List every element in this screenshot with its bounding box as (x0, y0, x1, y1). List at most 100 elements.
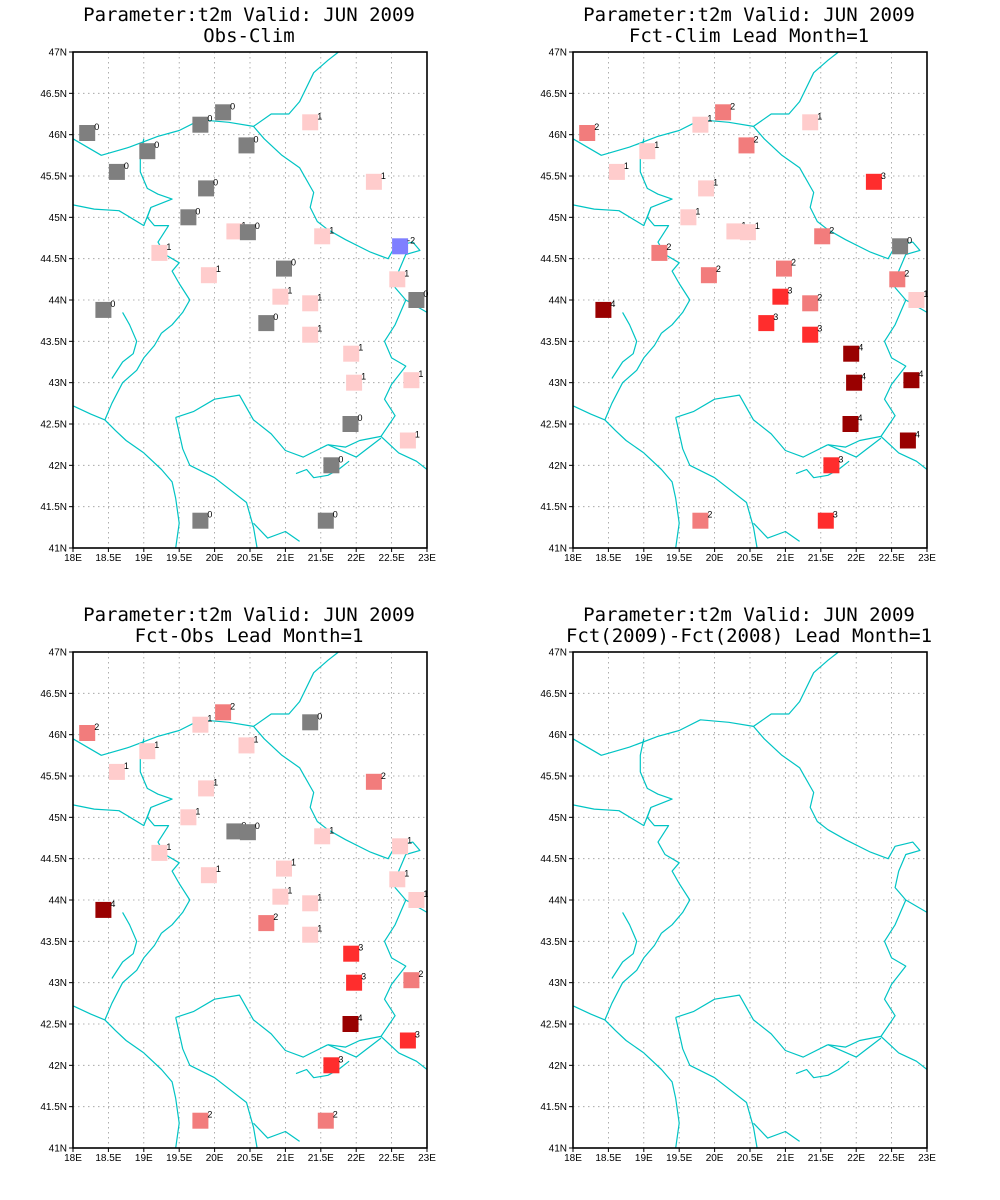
station-value-label: 2 (707, 510, 712, 520)
x-tick-label: 18E (64, 553, 82, 564)
station-value-label: 1 (317, 292, 322, 302)
station-value-label: 1 (216, 264, 221, 274)
station-square (276, 260, 292, 277)
station-square (276, 860, 292, 877)
border-line (104, 332, 163, 421)
station-square (715, 104, 732, 121)
y-tick-label: 45.5N (40, 772, 67, 783)
x-tick-label: 19.5E (666, 1153, 692, 1164)
station-value-label: 1 (154, 740, 159, 750)
map-panel-fct-obs: Parameter:t2m Valid: JUN 2009 Fct-Obs Le… (0, 600, 500, 1200)
x-tick-label: 23E (418, 553, 436, 564)
y-tick-label: 46.5N (40, 89, 67, 100)
station-square (698, 180, 715, 197)
y-tick-label: 46N (49, 130, 67, 141)
border-line (880, 1035, 928, 1070)
border-line (675, 417, 758, 549)
station-value-label: 1 (166, 842, 171, 852)
station-square (258, 915, 275, 932)
map-area: 18E 18.5E 19E 19.5E 20E 20.5E 21E 21.5E 22E 22.5E… (40, 648, 436, 1165)
station-square (802, 326, 819, 343)
station-square (302, 295, 319, 312)
border-line (327, 1037, 382, 1058)
border-line (72, 804, 152, 827)
station-value-label: 2 (230, 701, 235, 711)
station-value-label: 4 (610, 299, 615, 309)
map-panel-fct-clim: Parameter:t2m Valid: JUN 2009 Fct-Clim L… (500, 0, 1000, 600)
station-square (238, 137, 255, 154)
station-square (389, 871, 406, 888)
station-value-label: 2 (94, 722, 99, 732)
y-tick-label: 47N (49, 48, 67, 59)
border-line (175, 394, 329, 458)
y-tick-label: 45.5N (540, 172, 567, 183)
y-tick-label: 44.5N (40, 254, 67, 265)
border-line (827, 899, 907, 1048)
border-line (753, 1122, 800, 1142)
x-tick-label: 18E (564, 553, 582, 564)
station-value-label: 3 (415, 1030, 420, 1040)
station-square (108, 163, 125, 180)
station-square (889, 271, 906, 288)
station-value-label: 2 (829, 225, 834, 235)
station-value-label: 0 (907, 235, 912, 245)
y-tick-label: 43.5N (40, 937, 67, 948)
station-value-label: 2 (594, 122, 599, 132)
station-square (365, 773, 382, 790)
station-value-label: 1 (329, 825, 334, 835)
station-square (198, 180, 215, 197)
y-tick-label: 41N (49, 1144, 67, 1155)
station-value-label: 3 (773, 312, 778, 322)
station-value-label: 1 (317, 111, 322, 121)
x-tick-label: 20.5E (737, 553, 763, 564)
station-square (608, 163, 625, 180)
y-tick-label: 43N (549, 978, 567, 989)
station-square (346, 374, 363, 391)
y-tick-label: 43.5N (540, 937, 567, 948)
station-value-label: 2 (817, 292, 822, 302)
border-line (72, 51, 339, 156)
station-value-label: 4 (858, 413, 863, 423)
station-square (200, 867, 217, 884)
y-tick-label: 41.5N (540, 1102, 567, 1113)
y-tick-label: 47N (49, 648, 67, 659)
station-value-label: 1 (695, 206, 700, 216)
station-value-label: 4 (918, 369, 923, 379)
y-tick-label: 41.5N (40, 1102, 67, 1113)
station-value-label: 0 (291, 258, 296, 268)
station-square (579, 125, 596, 141)
border-line (639, 738, 691, 934)
y-tick-label: 45.5N (540, 772, 567, 783)
station-square (95, 901, 112, 918)
x-tick-label: 20E (706, 553, 724, 564)
y-tick-label: 42.5N (540, 1020, 567, 1031)
station-value-label: 0 (317, 711, 322, 721)
station-value-label: 3 (881, 171, 886, 181)
y-tick-label: 44.5N (540, 854, 567, 865)
station-square (726, 223, 743, 240)
station-value-label: 1 (358, 343, 363, 353)
station-square (842, 416, 859, 432)
station-square (739, 224, 756, 241)
y-tick-label: 41N (549, 1144, 567, 1155)
station-value-label: 1 (418, 369, 423, 379)
station-value-label: 0 (423, 289, 428, 299)
station-square (215, 704, 232, 721)
station-value-label: 1 (317, 892, 322, 902)
station-square (776, 260, 792, 277)
station-value-label: 1 (923, 289, 928, 299)
station-value-label: 3 (358, 943, 363, 953)
station-square (802, 114, 819, 131)
panel-title: Parameter:t2m Valid: JUN 2009 (83, 4, 415, 26)
station-square (389, 271, 406, 288)
station-square (317, 512, 334, 529)
border-line (572, 51, 839, 156)
border-line (572, 1005, 680, 1149)
border-line (611, 912, 638, 979)
station-square (180, 809, 197, 826)
station-value-label: 0 (195, 206, 200, 216)
station-value-label: 3 (817, 324, 822, 334)
x-tick-label: 21.5E (308, 1153, 334, 1164)
x-tick-label: 22.5E (879, 553, 905, 564)
station-square (272, 888, 289, 905)
